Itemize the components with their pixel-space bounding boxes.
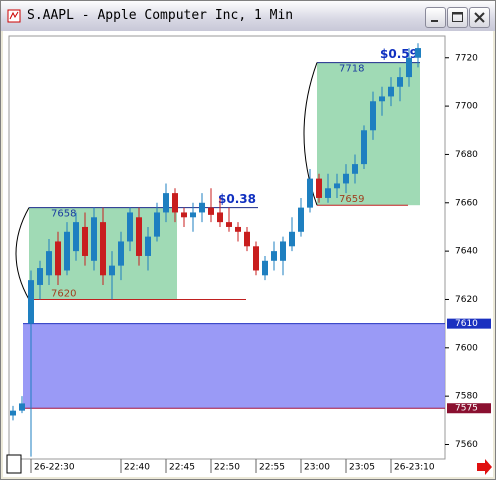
- candle-body: [163, 193, 169, 213]
- candle-body: [91, 217, 97, 261]
- candle-body: [298, 207, 304, 232]
- candle-body: [136, 217, 142, 256]
- x-tick-label: 22:45: [169, 463, 195, 473]
- candle-body: [154, 212, 160, 237]
- candle-body: [64, 231, 70, 271]
- candle-body: [415, 48, 421, 58]
- band-axis-box: [447, 403, 491, 414]
- candle-body: [280, 241, 286, 261]
- candle-body: [406, 57, 412, 78]
- x-tick-label: 22:55: [259, 463, 285, 473]
- range-change-label: $0.59: [380, 47, 418, 61]
- candle-body: [343, 173, 349, 184]
- candle-body: [226, 222, 232, 227]
- band-axis-box: [447, 318, 491, 329]
- candle-body: [109, 265, 115, 276]
- candle-body: [316, 178, 322, 198]
- scroll-arrow: [477, 459, 492, 475]
- candle-body: [118, 241, 124, 266]
- y-tick-label: 7640: [455, 247, 478, 257]
- x-tick-label: 26-22:30: [34, 463, 75, 473]
- x-tick-label: 23:05: [349, 463, 375, 473]
- candle-body: [19, 403, 25, 411]
- y-tick-label: 7580: [455, 392, 478, 402]
- candle-body: [361, 130, 367, 165]
- candle-body: [37, 268, 43, 285]
- range-box: [317, 62, 420, 206]
- band-axis-label: 7575: [455, 404, 478, 414]
- candle-body: [55, 241, 61, 276]
- close-button[interactable]: [469, 7, 490, 28]
- y-tick-label: 7620: [455, 295, 478, 305]
- candle-body: [289, 231, 295, 247]
- maximize-button[interactable]: [447, 7, 468, 28]
- candle-body: [172, 193, 178, 213]
- candle-body: [73, 222, 79, 252]
- x-tick-label: 22:40: [124, 463, 150, 473]
- range-high-label: 7658: [51, 209, 76, 220]
- minimize-button[interactable]: [425, 7, 446, 28]
- candle-body: [244, 231, 250, 247]
- candle-body: [181, 212, 187, 218]
- range-change-label: $0.38: [218, 192, 256, 206]
- candle-body: [307, 178, 313, 208]
- chart: 7658 7620 $0.38 7718 7659 $0.59 7560 7580 7600 76…: [3, 31, 493, 477]
- candle-body: [334, 183, 340, 189]
- y-tick-label: 7560: [455, 440, 478, 450]
- y-tick-label: 7660: [455, 198, 478, 208]
- candle-body: [100, 222, 106, 276]
- range-high-label: 7718: [339, 64, 364, 75]
- title-bar: S.AAPL - Apple Computer Inc, 1 Min: [1, 1, 495, 31]
- candle-body: [379, 96, 385, 102]
- y-tick-label: 7700: [455, 102, 478, 112]
- candle-body: [271, 251, 277, 261]
- x-tick-label: 26-23:10: [394, 463, 435, 473]
- candle-body: [127, 212, 133, 242]
- candle-body: [190, 212, 196, 218]
- y-tick-label: 7680: [455, 150, 478, 160]
- candle-body: [46, 251, 52, 276]
- candle-body: [388, 86, 394, 97]
- x-tick-label: 23:00: [304, 463, 330, 473]
- candle-body: [82, 226, 88, 256]
- app-icon: [7, 9, 21, 23]
- candle-body: [10, 410, 16, 416]
- candle-body: [253, 246, 259, 271]
- level-band: [23, 323, 445, 409]
- candle-body: [208, 207, 214, 215]
- y-tick-label: 7600: [455, 343, 478, 353]
- window-title: S.AAPL - Apple Computer Inc, 1 Min: [27, 8, 294, 23]
- candle-body: [235, 226, 241, 232]
- range-bracket: [15, 207, 30, 300]
- range-low-label: 7620: [51, 288, 76, 299]
- candle-body: [370, 101, 376, 131]
- candle-body: [199, 202, 205, 213]
- band-axis-label: 7610: [455, 319, 478, 329]
- candle-body: [262, 260, 268, 276]
- candle-body: [397, 77, 403, 87]
- candle-body: [352, 164, 358, 174]
- candle-body: [28, 280, 34, 324]
- y-tick-label: 7720: [455, 53, 478, 63]
- x-tick-label: 22:50: [214, 463, 240, 473]
- candle-body: [217, 212, 223, 223]
- corner-box: [6, 454, 22, 474]
- range-low-label: 7659: [339, 194, 364, 205]
- candle-body: [145, 236, 151, 256]
- candle-body: [325, 188, 331, 198]
